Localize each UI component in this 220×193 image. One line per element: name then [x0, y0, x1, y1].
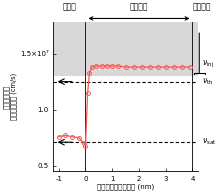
Y-axis label: 解析で求めた
キャリア速度 (cm/s): 解析で求めた キャリア速度 (cm/s) [3, 73, 17, 120]
Text: ドレイン: ドレイン [192, 3, 211, 12]
Text: $\nu_{\rm th}$: $\nu_{\rm th}$ [202, 76, 213, 87]
Text: チャネル: チャネル [130, 3, 148, 12]
Text: $\nu_{\rm sat}$: $\nu_{\rm sat}$ [202, 137, 216, 147]
Text: ソース: ソース [62, 3, 76, 12]
Bar [53, 22, 198, 76]
Text: $\nu_{\rm inj}$: $\nu_{\rm inj}$ [202, 59, 214, 70]
X-axis label: チャネル内部の位置 (nm): チャネル内部の位置 (nm) [97, 184, 154, 190]
